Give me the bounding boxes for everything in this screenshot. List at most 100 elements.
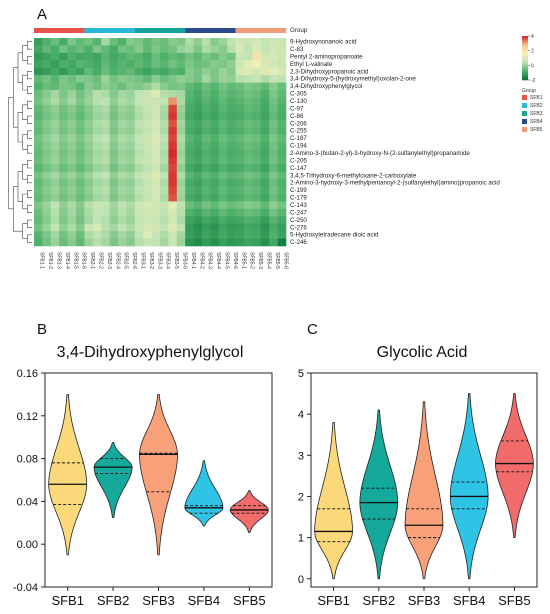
heatmap-cell	[227, 231, 236, 239]
heatmap-cell	[101, 171, 110, 180]
heatmap-cell	[218, 194, 228, 202]
group-legend-label: SFB2	[530, 103, 543, 109]
heatmap-cell	[143, 164, 152, 173]
heatmap-cell	[50, 60, 60, 69]
color-scale-segment	[522, 48, 528, 50]
heatmap-cell	[160, 201, 169, 210]
heatmap-cell	[260, 156, 270, 165]
color-scale-segment	[522, 76, 528, 79]
heatmap-cell	[168, 171, 178, 180]
heatmap-cell	[92, 164, 102, 173]
heatmap-cell	[269, 134, 278, 143]
heatmap-cell	[176, 171, 186, 180]
heatmap-cell	[42, 142, 52, 150]
heatmap-cell	[244, 186, 253, 195]
y-axis-tick-label: 0.16	[17, 368, 38, 380]
heatmap-cell	[193, 142, 203, 150]
heatmap-cell	[235, 186, 245, 195]
heatmap-cell	[92, 90, 102, 98]
heatmap-cell	[92, 201, 102, 210]
heatmap-cell	[160, 149, 169, 158]
heatmap-cell	[92, 112, 102, 121]
heatmap-cell	[34, 52, 43, 61]
heatmap-cell	[67, 127, 77, 135]
heatmap-cell	[134, 171, 144, 180]
color-scale-tick-label: 2	[531, 49, 534, 55]
heatmap-cell	[34, 171, 43, 180]
heatmap-cell	[76, 38, 85, 46]
heatmap-cell	[34, 67, 43, 76]
heatmap-cell	[277, 82, 287, 91]
heatmap-cell	[151, 127, 161, 135]
heatmap-cell	[260, 82, 270, 91]
heatmap-cell	[109, 67, 119, 76]
heatmap-cell	[252, 223, 262, 232]
heatmap-cell	[235, 75, 245, 83]
heatmap-cell	[151, 216, 161, 225]
heatmap-cell	[202, 112, 211, 121]
group-annotation-bar	[34, 28, 85, 33]
color-scale-segment	[522, 72, 528, 74]
heatmap-cell	[210, 112, 220, 121]
heatmap-cell	[76, 60, 85, 69]
heatmap-cell	[76, 201, 85, 210]
heatmap-cell	[269, 104, 278, 113]
color-scale-segment	[522, 77, 528, 80]
heatmap-cell	[59, 45, 68, 54]
heatmap-cell	[277, 208, 287, 217]
heatmap-cell	[269, 171, 278, 180]
heatmap-cell	[84, 179, 94, 187]
heatmap-cell	[210, 45, 220, 54]
heatmap-cell	[218, 112, 228, 121]
heatmap-cell	[59, 201, 68, 210]
heatmap-cell	[76, 164, 85, 173]
heatmap-cell	[42, 179, 52, 187]
heatmap-cell	[67, 156, 77, 165]
violin-panel-b: 3,4-Dihydroxyphenylglycol -0.04 0.00 0.04 0.…	[13, 344, 273, 608]
group-legend-swatch	[522, 103, 527, 108]
heatmap-cell	[84, 45, 94, 54]
color-scale-segment	[522, 70, 528, 72]
heatmap-cell	[218, 208, 228, 217]
heatmap-cell	[210, 223, 220, 232]
heatmap-cell	[252, 164, 262, 173]
heatmap-cell	[202, 186, 211, 195]
heatmap-cell	[126, 171, 136, 180]
heatmap-cell	[244, 38, 253, 46]
heatmap-cell	[92, 38, 102, 46]
heatmap-cell	[168, 38, 178, 46]
heatmap-cell	[277, 186, 287, 195]
y-axis-tick-label: 0.04	[17, 496, 38, 508]
heatmap-cell	[84, 216, 94, 225]
heatmap-cell	[118, 201, 127, 210]
color-scale-segment	[522, 37, 528, 39]
heatmap-cell	[84, 231, 94, 239]
heatmap-row-label: 5-Hydroxytetradecane dioic acid	[290, 232, 379, 239]
heatmap-cell	[218, 97, 228, 106]
heatmap-cell	[59, 238, 68, 247]
heatmap-cell	[235, 104, 245, 113]
heatmap-row-label: C-86	[290, 113, 304, 120]
heatmap-cell	[101, 238, 110, 247]
heatmap-cell	[50, 119, 60, 128]
heatmap-cell	[92, 156, 102, 165]
heatmap-cell	[134, 156, 144, 165]
heatmap-cell	[118, 186, 127, 195]
heatmap-cell	[176, 52, 186, 61]
heatmap-cell	[126, 134, 136, 143]
heatmap-cell	[134, 238, 144, 247]
heatmap-cell	[92, 208, 102, 217]
heatmap-cell	[160, 186, 169, 195]
heatmap-cell	[59, 208, 68, 217]
heatmap-cell	[50, 171, 60, 180]
heatmap-cell	[160, 156, 169, 165]
heatmap-cell	[101, 45, 110, 54]
violin-panel-c: Glycolic Acid 0 1 2 3 4 5 SFB1 SFB2 SFB3 SFB4 SFB5	[298, 344, 538, 608]
heatmap-cell	[252, 186, 262, 195]
heatmap-cell	[67, 194, 77, 202]
heatmap-cell	[218, 164, 228, 173]
dendrogram-branch	[13, 67, 18, 128]
heatmap-cell	[109, 112, 119, 121]
heatmap-cell	[151, 142, 161, 150]
dendrogram-branch	[27, 204, 32, 213]
